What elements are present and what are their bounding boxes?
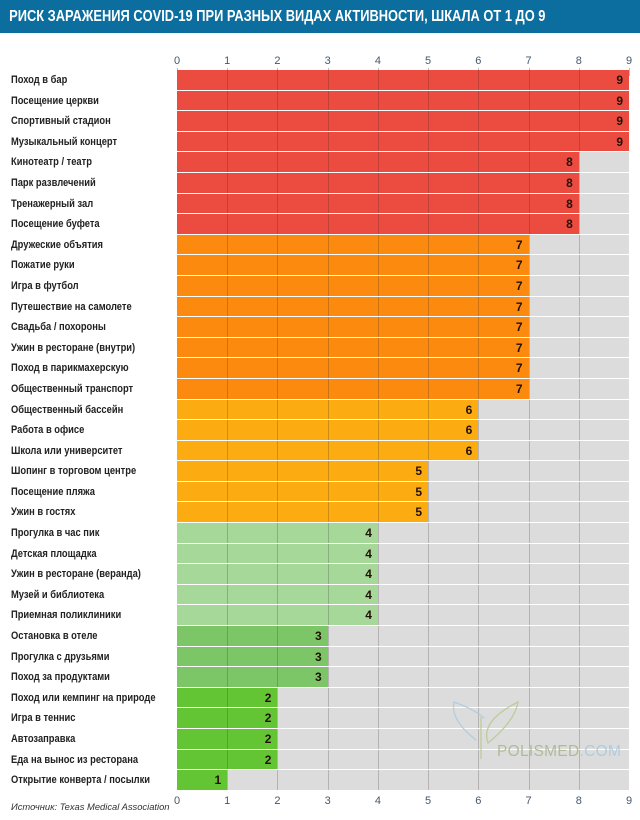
svg-text:POLISMED.COM: POLISMED.COM [497, 743, 620, 760]
